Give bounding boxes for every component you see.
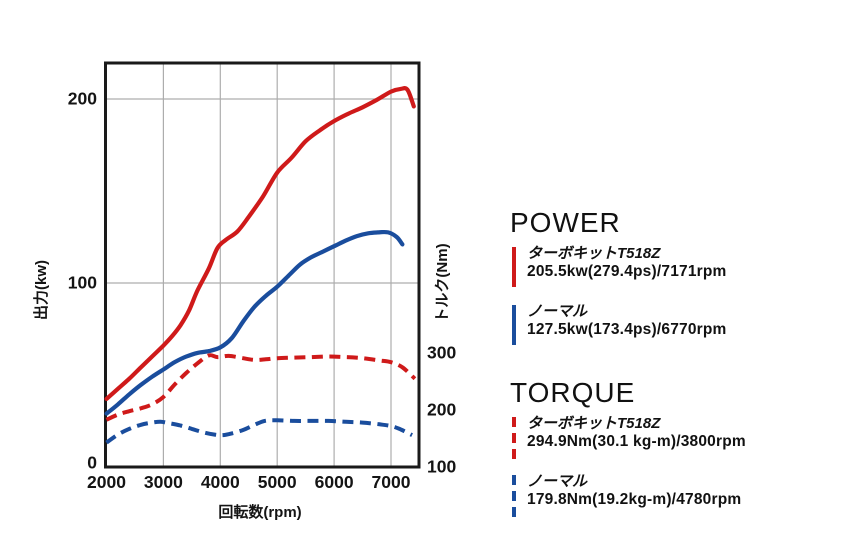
- legend-label: ノーマル: [527, 303, 588, 320]
- power-turbo-line-swatch: [512, 247, 516, 287]
- yl-tick-label: 100: [67, 272, 97, 293]
- legend-label: ノーマル: [527, 473, 588, 490]
- power-heading: POWER: [510, 207, 621, 238]
- yl-tick-label: 0: [87, 452, 97, 473]
- x-tick-label: 5000: [257, 472, 297, 492]
- curve-torque_turbo: [105, 353, 417, 422]
- legend-item-power-turbo: ターボキットT518Z 205.5kw(279.4ps)/7171rpm: [512, 245, 727, 287]
- legend-value: 127.5kw(173.4ps)/6770rpm: [527, 321, 727, 338]
- yr-tick-label: 200: [427, 399, 457, 419]
- curve-torque_normal: [105, 418, 413, 445]
- power-normal-line-swatch: [512, 305, 516, 345]
- legend-value: 205.5kw(279.4ps)/7171rpm: [527, 263, 727, 280]
- x-tick-label: 2000: [87, 472, 126, 492]
- legend-value: 294.9Nm(30.1 kg-m)/3800rpm: [527, 433, 746, 450]
- legend-label: ターボキットT518Z: [527, 415, 661, 432]
- yr-tick-label: 100: [427, 456, 457, 476]
- torque-turbo-line-swatch: [512, 417, 516, 463]
- legend-label: ターボキットT518Z: [527, 245, 661, 262]
- yl-tick-label: 200: [67, 88, 97, 109]
- legend-item-torque-normal: ノーマル 179.8Nm(19.2kg-m)/4780rpm: [512, 473, 746, 521]
- torque-normal-line-swatch: [512, 475, 516, 521]
- legend-item-power-normal: ノーマル 127.5kw(173.4ps)/6770rpm: [512, 303, 727, 345]
- right-axis-label: トルク(Nm): [434, 243, 451, 323]
- x-tick-label: 3000: [143, 472, 183, 492]
- curve-power_normal: [104, 229, 405, 416]
- x-tick-label: 4000: [200, 472, 240, 492]
- legend-group-torque: TORQUE ターボキットT518Z 294.9Nm(30.1 kg-m)/38…: [510, 377, 746, 531]
- x-tick-label: 7000: [371, 472, 411, 492]
- left-axis-label: 出力(kw): [33, 260, 50, 321]
- x-axis-label: 回転数(rpm): [218, 504, 302, 521]
- x-tick-label: 6000: [314, 472, 354, 492]
- torque-heading: TORQUE: [510, 377, 636, 408]
- legend-group-power: POWER ターボキットT518Z 205.5kw(279.4ps)/7171r…: [510, 207, 727, 361]
- plot-frame: [104, 61, 421, 469]
- yr-tick-label: 300: [427, 342, 457, 362]
- legend-item-torque-turbo: ターボキットT518Z 294.9Nm(30.1 kg-m)/3800rpm: [512, 415, 746, 463]
- legend-value: 179.8Nm(19.2kg-m)/4780rpm: [527, 491, 742, 508]
- curve-power_turbo: [104, 86, 416, 401]
